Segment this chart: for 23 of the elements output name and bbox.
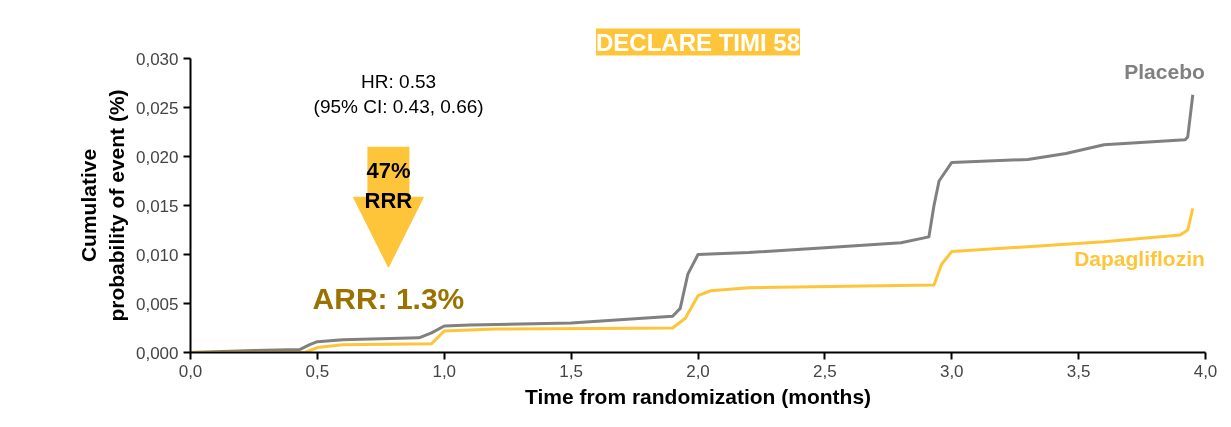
x-tick-label: 4,0 xyxy=(1193,361,1218,381)
x-tick-label: 2,5 xyxy=(813,361,837,381)
x-tick-label: 2,0 xyxy=(686,361,710,381)
y-tick-label: 0,030 xyxy=(135,49,179,69)
y-tick-label: 0,015 xyxy=(135,196,179,216)
series-label: Dapagliflozin xyxy=(1074,247,1205,271)
x-tick-label: 3,5 xyxy=(1066,361,1091,381)
x-tick-label: 0,5 xyxy=(305,361,330,381)
x-tick-label: 1,5 xyxy=(559,361,583,381)
x-tick-label: 1,0 xyxy=(432,361,457,381)
y-tick-label: 0,010 xyxy=(135,245,179,265)
annotation: ARR: 1.3% xyxy=(312,282,465,316)
y-tick-label: 0,005 xyxy=(135,294,179,314)
y-tick-label: 0,020 xyxy=(135,147,179,167)
x-tick-label: 3,0 xyxy=(939,361,964,381)
series-label: Placebo xyxy=(1124,59,1205,83)
y-tick-label: 0,000 xyxy=(135,343,179,363)
y-tick-label: 0,025 xyxy=(135,98,179,118)
annotation: HR: 0.53 (95% CI: 0.43, 0.66) xyxy=(313,71,484,118)
x-axis-title: Time from randomization (months) xyxy=(524,384,872,408)
y-axis-title: Cumulative probability of event (%) xyxy=(77,89,128,322)
chart-title: DECLARE TIMI 58 xyxy=(595,28,801,56)
x-tick-label: 0,0 xyxy=(178,361,203,381)
